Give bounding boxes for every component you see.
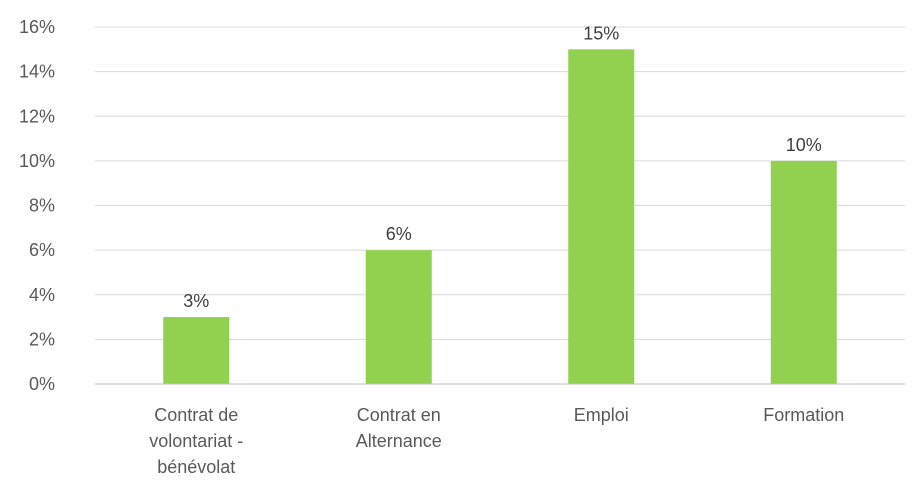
x-axis-tick-labels: Contrat de volontariat - bénévolat Contrat … [149, 405, 844, 477]
bar [568, 49, 635, 384]
y-tick-label: 8% [29, 196, 55, 216]
bars [163, 49, 837, 384]
y-tick-label: 12% [19, 106, 55, 126]
bar [365, 250, 432, 384]
x-tick-label: Contrat en [357, 405, 441, 425]
x-tick-label: Formation [763, 405, 844, 425]
bar [770, 160, 837, 384]
x-tick-label: bénévolat [157, 457, 235, 477]
y-tick-label: 6% [29, 240, 55, 260]
y-tick-label: 16% [19, 17, 55, 37]
gridlines [95, 26, 905, 340]
x-tick-label: Alternance [356, 431, 442, 451]
x-tick-label: volontariat - [149, 431, 243, 451]
y-tick-label: 0% [29, 374, 55, 394]
data-labels: 3% 6% 15% 10% [183, 23, 822, 311]
y-tick-label: 2% [29, 329, 55, 349]
x-tick-label: Contrat de [154, 405, 238, 425]
y-axis-tick-labels: 0% 2% 4% 6% 8% 10% 12% 14% 16% [19, 17, 55, 394]
data-label: 15% [583, 23, 619, 43]
bar [163, 317, 230, 384]
data-label: 10% [786, 135, 822, 155]
y-tick-label: 14% [19, 62, 55, 82]
data-label: 3% [183, 291, 209, 311]
y-tick-label: 10% [19, 151, 55, 171]
data-label: 6% [386, 224, 412, 244]
x-tick-label: Emploi [574, 405, 629, 425]
y-tick-label: 4% [29, 285, 55, 305]
